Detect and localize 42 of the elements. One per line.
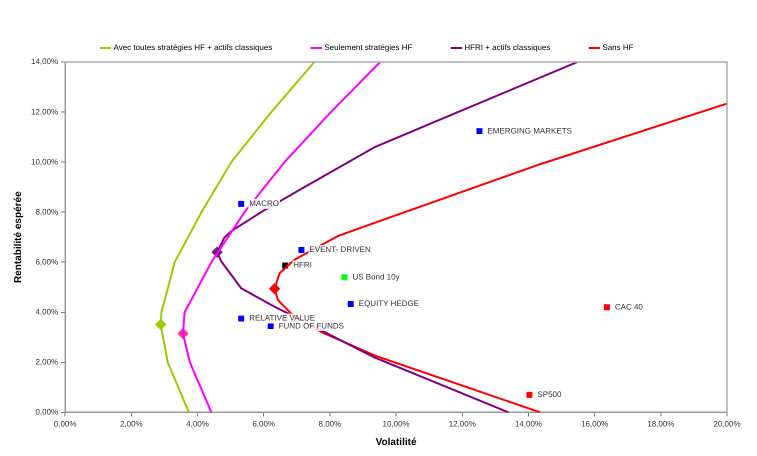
y-tick-label: 14,00%: [30, 57, 58, 66]
x-tick-label: 18,00%: [647, 419, 674, 428]
point: [238, 316, 244, 322]
legend-label: Avec toutes stratégies HF + actifs classiques: [114, 43, 272, 52]
annotation: US Bond 10y: [352, 272, 400, 282]
x-tick-label: 8,00%: [318, 419, 342, 428]
y-tick-label: 8,00%: [35, 207, 58, 216]
annotation: EVENT- DRIVEN: [309, 245, 371, 254]
legend-label: HFRI + actifs classiques: [464, 43, 550, 52]
legend-label: Sans HF: [602, 43, 634, 52]
y-tick-label: 0,00%: [35, 408, 58, 417]
point: [341, 274, 348, 280]
annotation: RELATIVE VALUE: [249, 314, 316, 323]
point: [476, 128, 482, 134]
y-tick-label: 4,00%: [35, 307, 58, 316]
point: [298, 246, 304, 253]
point: [238, 200, 244, 207]
x-tick-label: 4,00%: [186, 419, 209, 428]
x-axis-title: Volatilité: [376, 436, 417, 448]
y-axis-title: Rentabilité espérée: [12, 190, 24, 284]
annotation: CAC 40: [614, 302, 644, 312]
point: [348, 301, 354, 307]
x-tick-label: 14,00%: [514, 419, 542, 428]
x-tick-label: 12,00%: [448, 419, 476, 428]
x-tick-label: 0,00%: [54, 419, 76, 428]
annotation: HFRI: [293, 260, 312, 270]
annotation: EQUITY HEDGE: [358, 299, 420, 308]
annotation: EMERGING MARKETS: [487, 126, 572, 136]
x-tick-label: 16,00%: [581, 419, 608, 428]
annotation: SP500: [537, 390, 562, 400]
x-tick-label: 20,00%: [713, 419, 741, 428]
annotation: FUND OF FUNDS: [278, 321, 344, 330]
x-tick-label: 10,00%: [382, 419, 410, 428]
y-tick-label: 2,00%: [35, 358, 58, 367]
annotation: MACRO: [249, 199, 279, 208]
y-tick-label: 10,00%: [30, 157, 58, 166]
point: [268, 323, 274, 330]
x-tick-label: 2,00%: [120, 419, 143, 428]
x-tick-label: 6,00%: [252, 419, 276, 428]
y-tick-label: 12,00%: [30, 107, 58, 116]
y-tick-label: 6,00%: [35, 257, 58, 266]
legend-label: Seulement stratégies HF: [324, 43, 412, 52]
